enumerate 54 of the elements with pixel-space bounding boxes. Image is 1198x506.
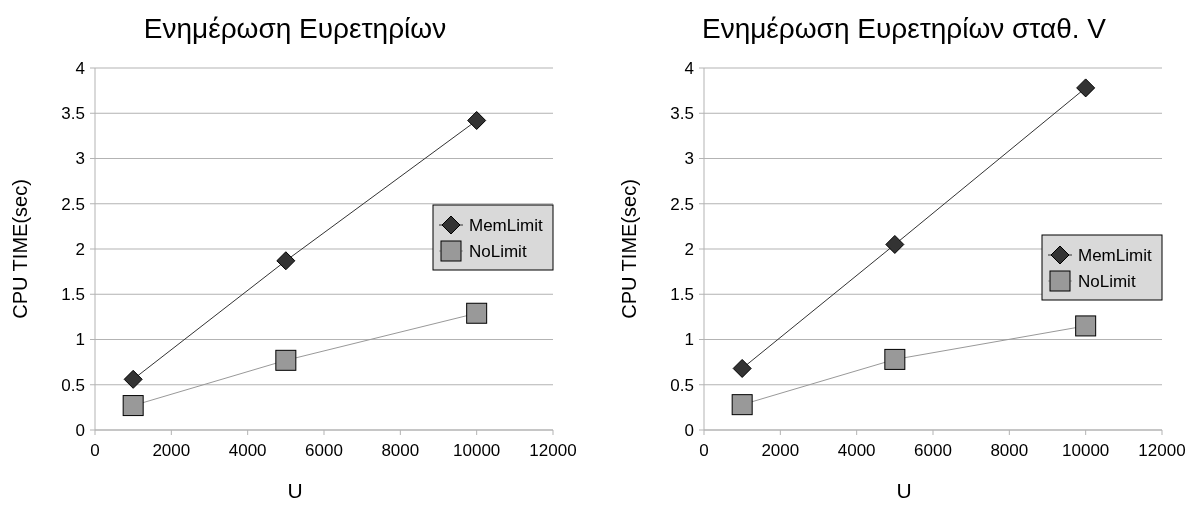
y-tick-label: 2.5 xyxy=(670,194,694,214)
y-tick-label: 3 xyxy=(75,149,85,169)
y-tick-label: 1.5 xyxy=(670,285,694,305)
y-tick-label: 3 xyxy=(684,149,694,169)
x-tick-label: 6000 xyxy=(914,441,952,460)
point xyxy=(276,251,296,271)
x-tick-label: 10000 xyxy=(453,441,501,460)
x-axis-title: U xyxy=(287,479,303,502)
point xyxy=(1075,315,1097,337)
chart-title: Ενημέρωση Ευρετηρίων xyxy=(143,13,447,44)
point xyxy=(884,348,906,370)
y-tick-label: 3.5 xyxy=(670,104,694,124)
x-tick-label: 10000 xyxy=(1062,441,1110,460)
x-tick-label: 2000 xyxy=(761,441,800,460)
point xyxy=(123,369,143,389)
legend-label: MemLimit xyxy=(1078,245,1152,265)
chart-title: Ενημέρωση Ευρετηρίων σταθ. V xyxy=(701,13,1107,44)
point xyxy=(466,302,488,324)
y-tick-label: 0.5 xyxy=(670,375,694,395)
legend-label: NoLimit xyxy=(1078,271,1136,291)
x-tick-label: 8000 xyxy=(990,441,1029,460)
point xyxy=(275,349,297,371)
x-tick-label: 4000 xyxy=(228,441,267,460)
x-tick-label: 12000 xyxy=(1138,441,1186,460)
y-tick-label: 0 xyxy=(684,420,694,440)
y-tick-label: 1 xyxy=(684,330,694,350)
point xyxy=(731,394,753,416)
y-axis-title: CPU TIME(sec) xyxy=(618,179,640,319)
y-tick-label: 3.5 xyxy=(61,104,85,124)
x-tick-label: 6000 xyxy=(305,441,343,460)
y-tick-label: 0.5 xyxy=(61,375,85,395)
x-tick-label: 0 xyxy=(90,441,100,460)
legend-label: MemLimit xyxy=(469,215,543,235)
y-tick-label: 2 xyxy=(75,239,85,259)
point xyxy=(122,395,144,417)
x-tick-label: 4000 xyxy=(837,441,876,460)
x-tick-label: 8000 xyxy=(381,441,420,460)
point xyxy=(732,358,752,378)
x-tick-label: 2000 xyxy=(152,441,191,460)
y-tick-label: 2 xyxy=(684,239,694,259)
y-axis-title: CPU TIME(sec) xyxy=(9,179,31,319)
legend-label: NoLimit xyxy=(469,241,527,261)
x-tick-label: 0 xyxy=(699,441,709,460)
y-tick-label: 1 xyxy=(75,330,85,350)
y-tick-label: 4 xyxy=(684,58,694,78)
point xyxy=(885,234,905,254)
y-tick-label: 1.5 xyxy=(61,285,85,305)
y-tick-label: 4 xyxy=(75,58,85,78)
point xyxy=(467,110,487,130)
point xyxy=(1076,78,1096,98)
x-tick-label: 12000 xyxy=(529,441,577,460)
x-axis-title: U xyxy=(896,479,912,502)
y-tick-label: 0 xyxy=(75,420,85,440)
y-tick-label: 2.5 xyxy=(61,194,85,214)
